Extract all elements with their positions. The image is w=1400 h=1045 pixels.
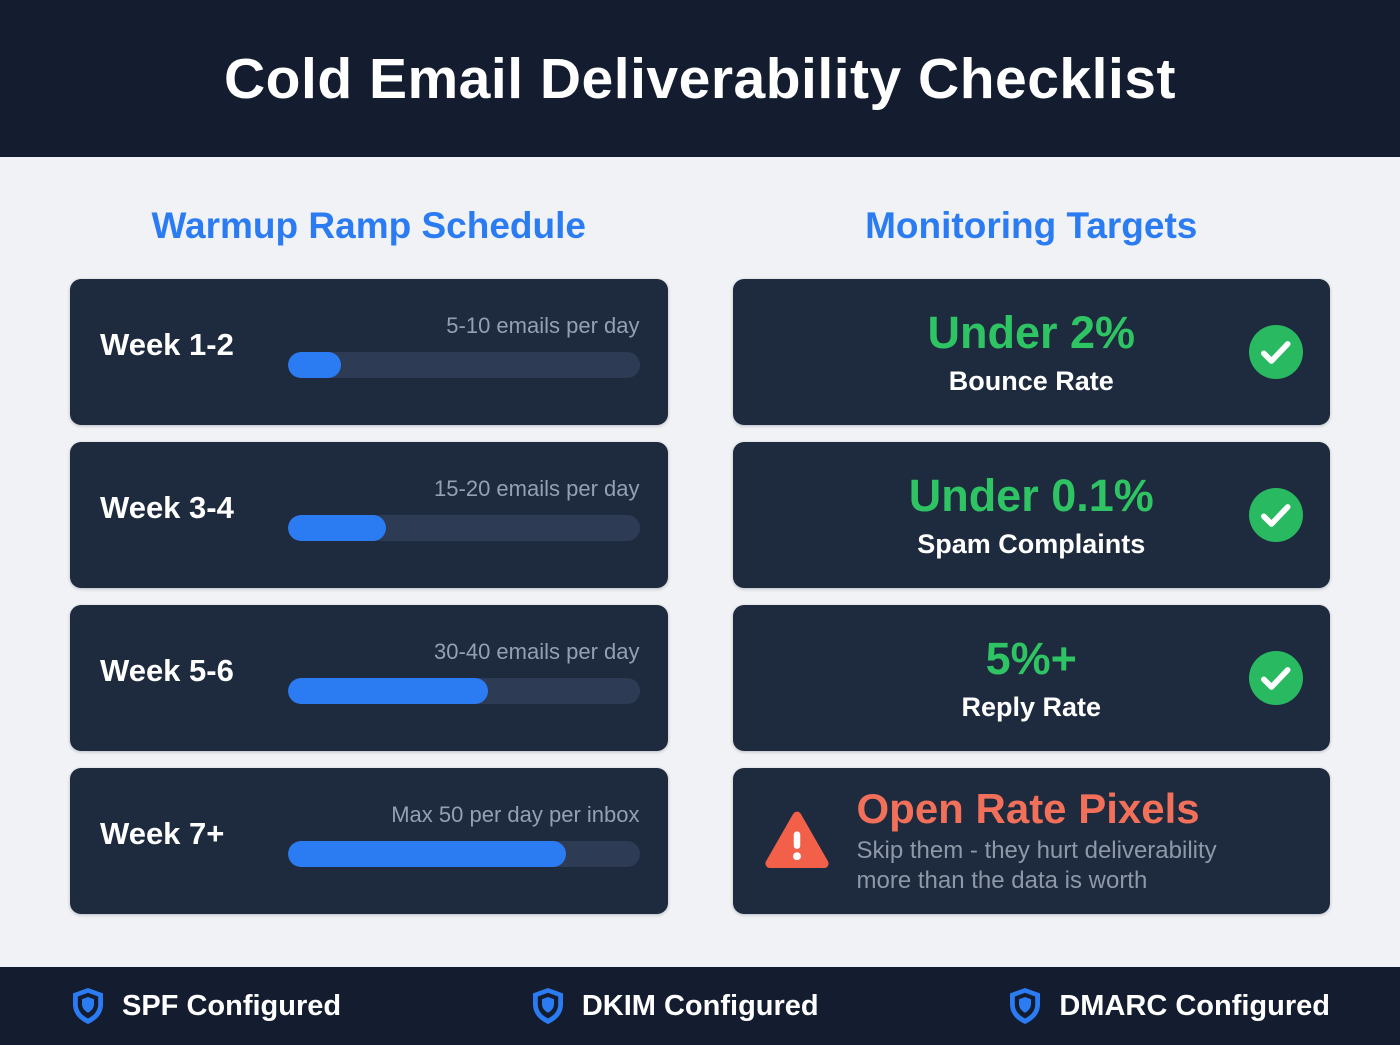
warmup-heading: Warmup Ramp Schedule: [151, 205, 586, 246]
target-value: Under 0.1%: [908, 470, 1154, 521]
footer-label: DKIM Configured: [581, 989, 819, 1022]
progress-bar-track: [288, 351, 640, 378]
progress-bar-fill: [288, 840, 566, 867]
bar-area: 30-40 emails per day: [288, 639, 640, 704]
footer-item-spf: SPF Configured: [70, 986, 341, 1026]
footer-label: SPF Configured: [122, 989, 342, 1022]
warmup-card-week-1-2: Week 1-2 5-10 emails per day: [70, 279, 668, 425]
bar-area: 15-20 emails per day: [288, 476, 640, 541]
check-icon: [1249, 325, 1303, 379]
week-label: Week 3-4: [100, 490, 234, 525]
warmup-card-week-3-4: Week 3-4 15-20 emails per day: [70, 442, 668, 588]
progress-bar-track: [288, 514, 640, 541]
header: Cold Email Deliverability Checklist: [0, 0, 1400, 157]
bar-caption: 5-10 emails per day: [446, 312, 640, 338]
progress-bar-fill: [288, 514, 387, 541]
monitoring-heading: Monitoring Targets: [865, 205, 1198, 246]
target-card-spam-complaints: Under 0.1% Spam Complaints: [732, 442, 1330, 588]
bar-caption: 15-20 emails per day: [434, 475, 640, 501]
progress-bar-track: [288, 677, 640, 704]
warmup-column: Warmup Ramp Schedule Week 1-2 5-10 email…: [70, 199, 668, 967]
progress-bar-track: [288, 840, 640, 867]
target-card-reply-rate: 5%+ Reply Rate: [732, 605, 1330, 751]
footer-label: DMARC Configured: [1059, 989, 1330, 1022]
bar-caption: 30-40 emails per day: [434, 638, 640, 664]
warning-triangle-icon: [763, 810, 831, 872]
warning-title: Open Rate Pixels: [856, 785, 1200, 833]
week-label: Week 7+: [100, 816, 225, 851]
warning-body: Open Rate Pixels Skip them - they hurt d…: [857, 787, 1217, 895]
footer-item-dkim: DKIM Configured: [530, 986, 819, 1026]
footer-item-dmarc: DMARC Configured: [1007, 986, 1330, 1026]
week-label: Week 5-6: [100, 653, 234, 688]
target-label: Bounce Rate: [948, 366, 1114, 396]
shield-icon: [530, 986, 566, 1026]
warning-text-line1: Skip them - they hurt deliverability: [856, 837, 1217, 865]
shield-icon: [1007, 986, 1043, 1026]
target-label: Spam Complaints: [917, 529, 1146, 559]
progress-bar-fill: [288, 351, 341, 378]
main-content: Warmup Ramp Schedule Week 1-2 5-10 email…: [0, 157, 1400, 967]
monitoring-column: Monitoring Targets Under 2% Bounce Rate …: [732, 199, 1330, 967]
warmup-card-week-5-6: Week 5-6 30-40 emails per day: [70, 605, 668, 751]
shield-icon: [70, 986, 106, 1026]
target-label: Reply Rate: [961, 692, 1102, 722]
warning-card-open-rate-pixels: Open Rate Pixels Skip them - they hurt d…: [732, 768, 1330, 914]
bar-area: Max 50 per day per inbox: [288, 802, 640, 867]
warmup-card-week-7-plus: Week 7+ Max 50 per day per inbox: [70, 768, 668, 914]
page-title: Cold Email Deliverability Checklist: [224, 46, 1176, 111]
bar-caption: Max 50 per day per inbox: [391, 801, 640, 827]
warning-text: Skip them - they hurt deliverability mor…: [857, 836, 1217, 895]
target-value: Under 2%: [927, 307, 1136, 358]
progress-bar-fill: [288, 677, 489, 704]
target-value: 5%+: [985, 633, 1077, 684]
check-icon: [1249, 651, 1303, 705]
check-icon: [1249, 488, 1303, 542]
warning-text-line2: more than the data is worth: [856, 866, 1148, 894]
footer: SPF Configured DKIM Configured DMARC Con…: [0, 967, 1400, 1045]
target-card-bounce-rate: Under 2% Bounce Rate: [732, 279, 1330, 425]
week-label: Week 1-2: [100, 327, 234, 362]
bar-area: 5-10 emails per day: [288, 313, 640, 378]
